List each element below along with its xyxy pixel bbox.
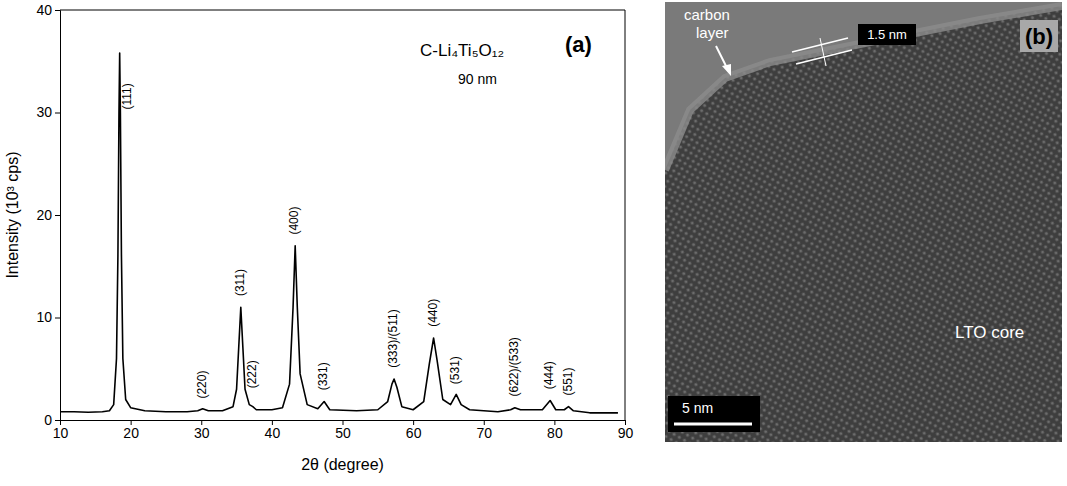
- plot-area: [60, 53, 618, 413]
- core-label: LTO core: [955, 323, 1024, 342]
- y-tick: 40: [36, 2, 60, 18]
- x-tick: 40: [265, 420, 281, 441]
- tem-image: [665, 2, 1062, 442]
- y-tick: 20: [36, 207, 60, 223]
- peak-label: (622)/(533): [507, 337, 521, 396]
- panel-label-patch: [1020, 20, 1058, 52]
- carbon-label: carbonlayer: [684, 6, 730, 41]
- panel-label: (b): [1025, 24, 1053, 49]
- thickness-tick: [820, 38, 826, 66]
- x-tick: 10: [53, 420, 69, 441]
- x-axis: 10 20 30 40 50 60 70 80 90: [53, 420, 634, 441]
- x-tick: 50: [335, 420, 351, 441]
- peak-label: (111): [120, 83, 134, 109]
- x-tick-label: 20: [123, 425, 139, 441]
- y-tick-label: 10: [36, 309, 52, 325]
- peak-label: (531): [448, 356, 462, 384]
- y-tick-mark: [55, 215, 60, 216]
- peak-label: (331): [316, 362, 330, 390]
- peak-label: (440): [426, 299, 440, 327]
- carbon-arrow-head: [722, 64, 731, 76]
- compound-label: C-Li₄Ti₅O₁₂: [420, 41, 504, 60]
- peak-label: (220): [195, 371, 209, 399]
- peak-label: (311): [233, 269, 247, 296]
- scale-bar-label: 5 nm: [682, 400, 713, 416]
- scale-bar: [674, 423, 752, 426]
- y-axis-line: [55, 11, 61, 421]
- y-tick: 10: [36, 309, 60, 325]
- x-tick-label: 80: [547, 425, 563, 441]
- plot-frame: [60, 10, 625, 420]
- x-tick-label: 30: [194, 425, 210, 441]
- y-tick-label: 0: [44, 412, 52, 428]
- figure: 1020304050607080900102030402θ (degree)In…: [0, 0, 1067, 486]
- y-tick-mark: [55, 10, 60, 11]
- peak-label: (333)/(511): [386, 309, 400, 367]
- thickness-box: [858, 24, 916, 45]
- xrd-pattern: [60, 53, 618, 413]
- y-tick: 0: [44, 412, 60, 428]
- x-tick-label: 70: [476, 425, 492, 441]
- x-tick-label: 90: [618, 425, 634, 441]
- peak-label: (551): [561, 367, 575, 395]
- carbon-shell: [665, 6, 1062, 170]
- panel-label: (a): [565, 32, 592, 57]
- x-tick: 20: [123, 420, 139, 441]
- y-tick-label: 30: [36, 104, 52, 120]
- lto-particle: [665, 6, 1062, 442]
- peak-label: (222): [245, 360, 259, 388]
- x-tick-label: 40: [265, 425, 281, 441]
- scale-bar-box: [668, 396, 760, 432]
- y-tick-label: 40: [36, 2, 52, 18]
- tem-background: [665, 2, 1062, 442]
- y-tick: 30: [36, 104, 60, 120]
- y-tick-mark: [55, 113, 60, 114]
- x-tick: 90: [618, 420, 634, 441]
- x-tick-label: 50: [335, 425, 351, 441]
- y-axis-title: Intensity (10³ cps): [4, 151, 21, 278]
- y-axis: 0 10 20 30 40: [36, 2, 60, 428]
- y-tick-mark: [55, 420, 60, 421]
- y-tick-label: 20: [36, 207, 52, 223]
- peak-label: (400): [287, 207, 301, 235]
- x-axis-title: 2θ (degree): [301, 456, 384, 473]
- x-tick: 60: [406, 420, 422, 441]
- y-tick-mark: [55, 318, 60, 319]
- thickness-label: 1.5 nm: [867, 27, 907, 42]
- peak-label: (444): [542, 361, 556, 389]
- size-label: 90 nm: [458, 71, 497, 87]
- x-tick: 80: [547, 420, 563, 441]
- x-tick-label: 60: [406, 425, 422, 441]
- x-tick: 70: [476, 420, 492, 441]
- x-tick: 30: [194, 420, 210, 441]
- x-tick-label: 10: [53, 425, 69, 441]
